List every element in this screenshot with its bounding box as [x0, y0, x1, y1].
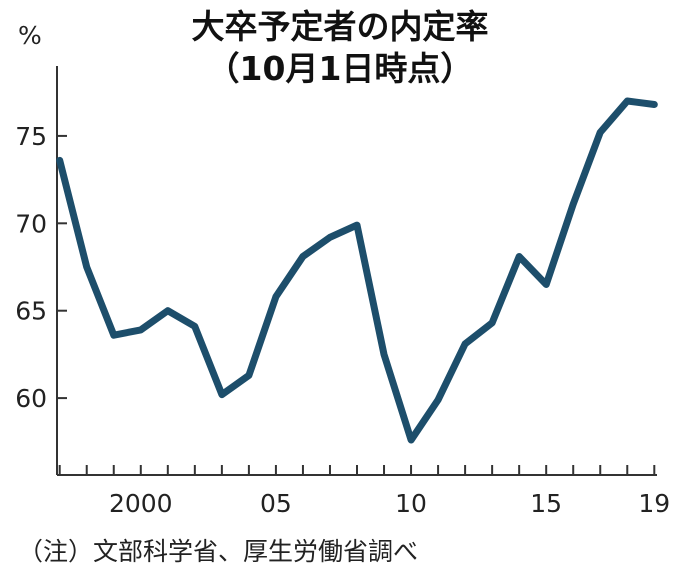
chart-title: 大卒予定者の内定率	[192, 7, 489, 46]
y-tick-label: 60	[15, 384, 47, 413]
x-axis-ticks: 2000 05 10 15 19	[58, 465, 670, 518]
chart-subtitle: （10月1日時点）	[207, 49, 474, 88]
series-line	[56, 97, 658, 444]
y-axis-unit-label: %	[18, 21, 42, 50]
y-axis-ticks: 60 65 70 75	[15, 122, 67, 413]
x-tick-label: 19	[638, 489, 670, 518]
chart-axes	[56, 66, 657, 476]
y-tick-label: 65	[15, 297, 47, 326]
source-note: （注）文部科学省、厚生労働省調べ	[18, 537, 418, 566]
y-tick-label: 70	[15, 209, 47, 238]
x-tick-label: 10	[395, 489, 427, 518]
y-tick-label: 75	[15, 122, 47, 151]
x-tick-label: 05	[260, 489, 292, 518]
x-tick-label: 15	[530, 489, 562, 518]
series-group	[56, 97, 658, 444]
x-tick-label: 2000	[109, 489, 173, 518]
